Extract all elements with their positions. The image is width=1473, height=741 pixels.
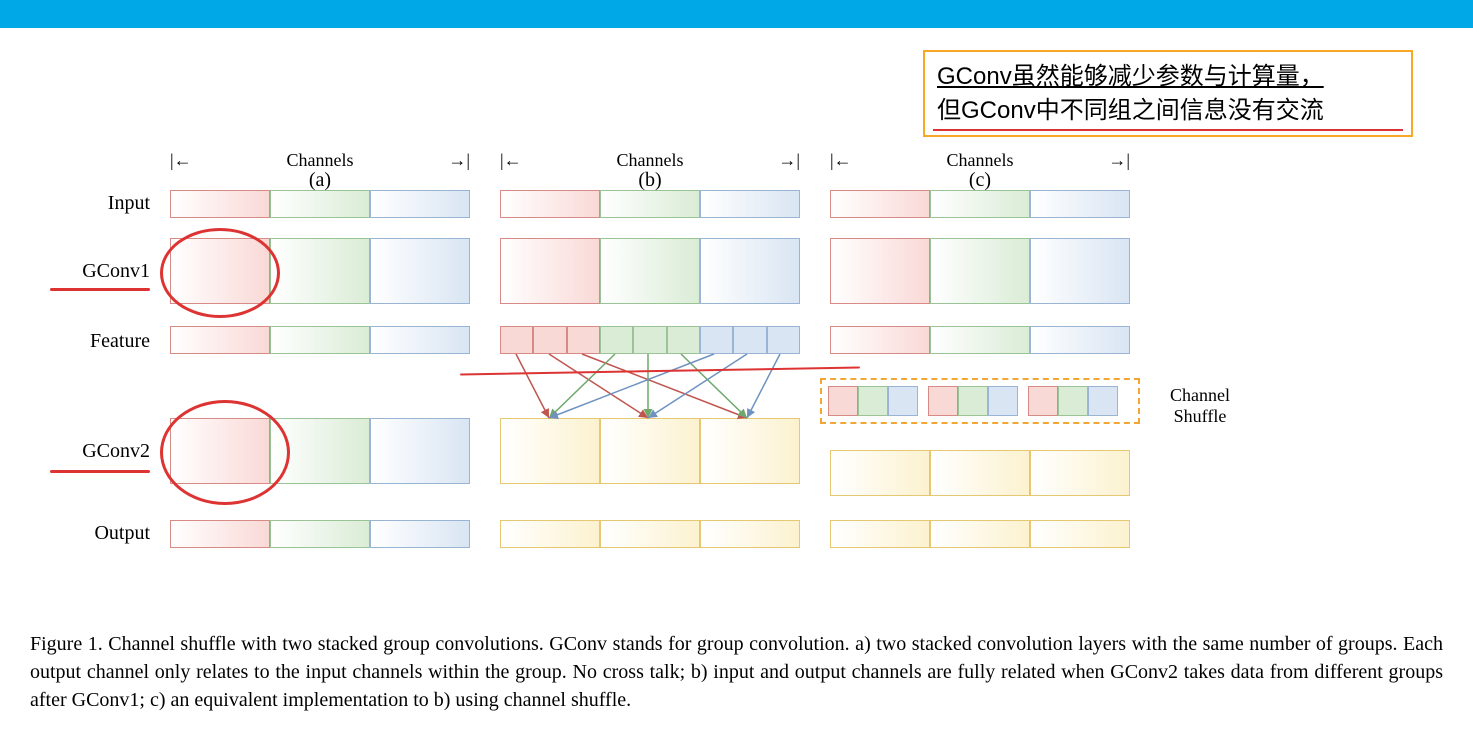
segment-r bbox=[170, 238, 270, 304]
b-output bbox=[500, 520, 800, 548]
segment-r bbox=[170, 520, 270, 548]
shuffle-seg-r bbox=[828, 386, 858, 416]
segment-y bbox=[600, 520, 700, 548]
segment-r bbox=[830, 238, 930, 304]
diagram-area: Input GConv1 Feature GConv2 Output Chann… bbox=[60, 160, 1410, 600]
channels-a: Channels bbox=[170, 150, 470, 171]
segment-b bbox=[1030, 326, 1130, 354]
a-input bbox=[170, 190, 470, 218]
segment-g bbox=[930, 190, 1030, 218]
shuffle-seg-r bbox=[928, 386, 958, 416]
subseg-r bbox=[567, 326, 600, 354]
a-feature bbox=[170, 326, 470, 354]
segment-b bbox=[370, 418, 470, 484]
top-bar bbox=[0, 0, 1473, 28]
note-line1: GConv虽然能够减少参数与计算量， bbox=[937, 60, 1399, 94]
segment-r bbox=[500, 238, 600, 304]
annot-b-line bbox=[460, 367, 860, 376]
shuffle-seg-g bbox=[1058, 386, 1088, 416]
segment-g bbox=[930, 326, 1030, 354]
segment-r bbox=[830, 190, 930, 218]
shuffle-seg-b bbox=[1088, 386, 1118, 416]
sub-b: (b) bbox=[500, 169, 800, 192]
label-gconv2: GConv2 bbox=[60, 440, 150, 463]
segment-g bbox=[930, 238, 1030, 304]
segment-b bbox=[370, 326, 470, 354]
segment-y bbox=[830, 450, 930, 496]
shuffle-seg-b bbox=[988, 386, 1018, 416]
b-gconv1 bbox=[500, 238, 800, 304]
channels-c: Channels bbox=[830, 150, 1130, 171]
b-gconv2 bbox=[500, 418, 800, 484]
segment-g bbox=[270, 520, 370, 548]
segment-g bbox=[270, 326, 370, 354]
segment-y bbox=[830, 520, 930, 548]
annot-gconv1-line bbox=[50, 288, 150, 291]
sub-c: (c) bbox=[830, 169, 1130, 192]
subseg-g bbox=[667, 326, 700, 354]
c-feature bbox=[830, 326, 1130, 354]
channels-b: Channels bbox=[500, 150, 800, 171]
shuffle-label-text: Channel Shuffle bbox=[1170, 385, 1230, 426]
b-input bbox=[500, 190, 800, 218]
segment-y bbox=[930, 450, 1030, 496]
subseg-r bbox=[533, 326, 566, 354]
c-output bbox=[830, 520, 1130, 548]
label-input: Input bbox=[60, 192, 150, 215]
segment-b bbox=[370, 520, 470, 548]
segment-y bbox=[930, 520, 1030, 548]
segment-b bbox=[370, 190, 470, 218]
segment-b bbox=[700, 190, 800, 218]
a-gconv1 bbox=[170, 238, 470, 304]
a-gconv2 bbox=[170, 418, 470, 484]
segment-r bbox=[170, 418, 270, 484]
segment-r bbox=[170, 326, 270, 354]
subseg-b bbox=[767, 326, 800, 354]
c-shuffle bbox=[820, 378, 1140, 424]
note-box: GConv虽然能够减少参数与计算量， 但GConv中不同组之间信息没有交流 bbox=[923, 50, 1413, 137]
segment-y bbox=[500, 418, 600, 484]
subseg-r bbox=[500, 326, 533, 354]
c-gconv2 bbox=[830, 450, 1130, 496]
segment-b bbox=[1030, 238, 1130, 304]
note-underline bbox=[933, 129, 1403, 131]
subseg-b bbox=[700, 326, 733, 354]
segment-g bbox=[600, 190, 700, 218]
b-feature bbox=[500, 326, 800, 354]
segment-y bbox=[700, 418, 800, 484]
c-input bbox=[830, 190, 1130, 218]
subseg-g bbox=[633, 326, 666, 354]
figure-caption: Figure 1. Channel shuffle with two stack… bbox=[30, 630, 1443, 714]
label-feature: Feature bbox=[60, 330, 150, 353]
segment-b bbox=[1030, 190, 1130, 218]
subseg-g bbox=[600, 326, 633, 354]
segment-b bbox=[700, 238, 800, 304]
segment-y bbox=[600, 418, 700, 484]
segment-r bbox=[170, 190, 270, 218]
shuffle-label: Channel Shuffle bbox=[1150, 385, 1250, 427]
segment-y bbox=[700, 520, 800, 548]
segment-y bbox=[1030, 450, 1130, 496]
segment-b bbox=[370, 238, 470, 304]
segment-y bbox=[500, 520, 600, 548]
subseg-b bbox=[733, 326, 766, 354]
shuffle-seg-r bbox=[1028, 386, 1058, 416]
a-output bbox=[170, 520, 470, 548]
segment-g bbox=[270, 238, 370, 304]
segment-r bbox=[830, 326, 930, 354]
shuffle-seg-g bbox=[958, 386, 988, 416]
segment-g bbox=[600, 238, 700, 304]
shuffle-seg-g bbox=[858, 386, 888, 416]
note-line2: 但GConv中不同组之间信息没有交流 bbox=[937, 94, 1399, 128]
segment-g bbox=[270, 190, 370, 218]
label-gconv1: GConv1 bbox=[60, 260, 150, 283]
segment-g bbox=[270, 418, 370, 484]
annot-gconv2-line bbox=[50, 470, 150, 473]
segment-y bbox=[1030, 520, 1130, 548]
c-gconv1 bbox=[830, 238, 1130, 304]
segment-r bbox=[500, 190, 600, 218]
label-output: Output bbox=[60, 522, 150, 545]
shuffle-seg-b bbox=[888, 386, 918, 416]
sub-a: (a) bbox=[170, 169, 470, 192]
